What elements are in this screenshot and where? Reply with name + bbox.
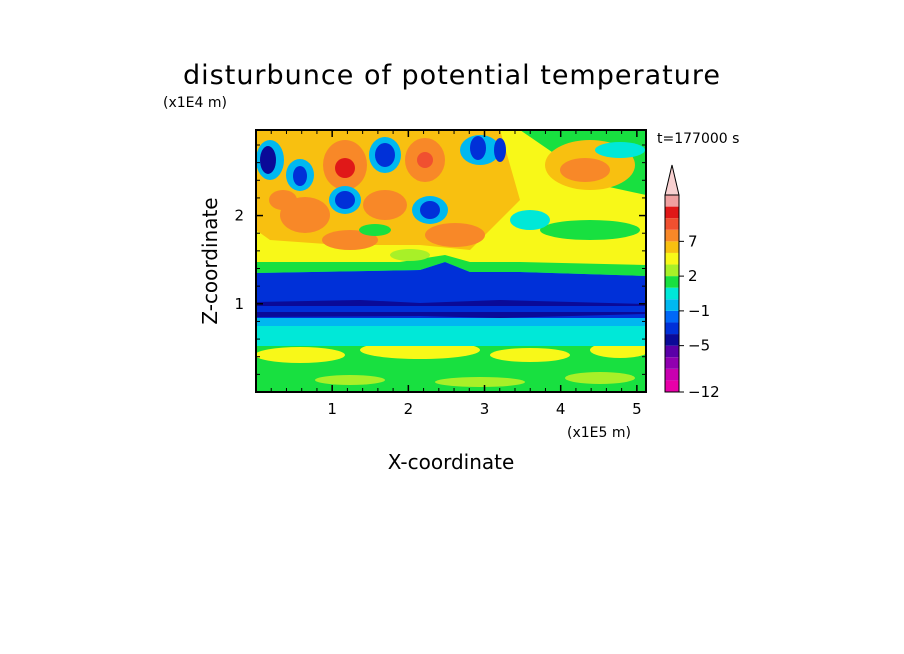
cell-warm [560, 158, 610, 182]
chart-title: disturbunce of potential temperature [183, 60, 721, 91]
colorbar-label: −12 [688, 383, 720, 401]
band-lightblue [256, 316, 646, 326]
cell-warm [322, 230, 378, 250]
y-tick-label: 1 [234, 295, 244, 313]
cell-warm [269, 190, 297, 210]
yellow-patch [590, 342, 646, 358]
cell-cold [470, 136, 486, 160]
yellow-patch [490, 348, 570, 362]
x-tick-label: 3 [480, 400, 490, 418]
colorbar-label: 2 [688, 267, 698, 285]
colorbar-swatch [665, 252, 679, 265]
colorbar-label: −5 [688, 337, 710, 355]
cell-warm [425, 223, 485, 247]
colorbar-swatch [665, 368, 679, 381]
cell-cool [390, 249, 430, 261]
colorbar-swatch [665, 241, 679, 253]
colorbar-swatch [665, 310, 679, 323]
time-label: t=177000 s [657, 131, 739, 147]
y-tick-label: 2 [234, 207, 244, 225]
colorbar-frame [664, 194, 680, 393]
yellow-patch [315, 375, 385, 385]
colorbar-swatch [665, 357, 679, 369]
colorbar-label: −1 [688, 302, 710, 320]
cell-cold [335, 191, 355, 209]
x-tick-label: 2 [404, 400, 414, 418]
colorbar-swatch [665, 206, 679, 219]
x-tick-label: 1 [327, 400, 337, 418]
cell-cold [293, 166, 307, 186]
x-unit-label: (x1E5 m) [567, 425, 631, 441]
colorbar-swatch [665, 276, 679, 288]
yellow-patch [435, 377, 525, 387]
colorbar-swatch [665, 334, 679, 346]
yellow-patch [565, 372, 635, 384]
cell-cold [420, 201, 440, 219]
cell-hot [417, 152, 433, 168]
cell-cold [494, 138, 506, 162]
y-axis-label: Z-coordinate [198, 197, 222, 324]
colorbar-swatch [665, 287, 679, 300]
colorbar: 7 2 −1 −5 −12 [664, 164, 720, 401]
colorbar-swatch [665, 345, 679, 358]
colorbar-extend-arrow [664, 164, 680, 196]
band-blue-inner [256, 306, 646, 312]
cell-cool [595, 142, 645, 158]
cell-warm [363, 190, 407, 220]
plot-area [256, 130, 646, 392]
cell-cool [359, 224, 391, 236]
colorbar-swatch [665, 264, 679, 277]
cell-cool [540, 220, 640, 240]
yellow-patch [256, 347, 345, 363]
x-tick-label: 5 [632, 400, 642, 418]
x-axis: 1 2 3 4 5 [270, 130, 642, 418]
y-unit-label: (x1E4 m) [163, 95, 227, 111]
colorbar-label: 7 [688, 232, 698, 250]
cell-cold [260, 146, 276, 174]
colorbar-swatch [665, 195, 679, 207]
y-axis: 12 [234, 144, 646, 375]
colorbar-swatch [665, 299, 679, 311]
colorbar-swatch [665, 229, 679, 242]
cell-cold [375, 143, 395, 167]
cell-cool [510, 210, 550, 230]
colorbar-swatch [665, 218, 679, 230]
x-tick-label: 4 [556, 400, 566, 418]
colorbar-swatch [665, 322, 679, 335]
colorbar-swatch [665, 380, 679, 392]
x-axis-label: X-coordinate [388, 450, 515, 474]
plot-frame [255, 129, 647, 393]
cell-hot [335, 158, 355, 178]
